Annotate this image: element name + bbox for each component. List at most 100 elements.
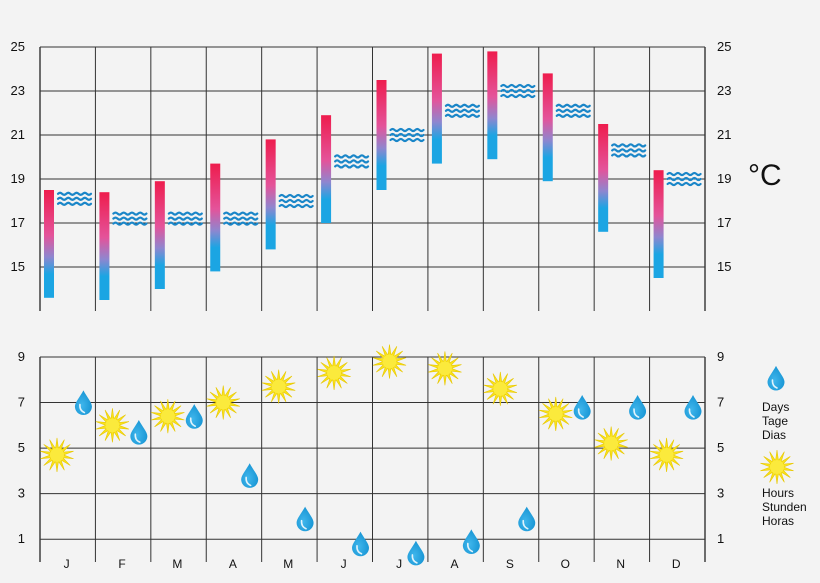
sun-icon: [261, 369, 296, 404]
rain-y-tick-right: 5: [717, 440, 724, 455]
rain-y-tick-right: 7: [717, 395, 724, 410]
legend-sun-label: Stunden: [762, 500, 807, 514]
raindrop-icon: [296, 506, 314, 532]
legend-rain-label: Dias: [762, 428, 786, 442]
rain-y-tick-left: 7: [18, 395, 25, 410]
wave-icon: [56, 191, 93, 206]
temperature-bar: [431, 53, 442, 164]
rain-y-tick-right: 1: [717, 531, 724, 546]
temp-y-tick-right: 25: [717, 39, 731, 54]
raindrop-icon: [352, 531, 369, 557]
month-label: J: [341, 557, 347, 571]
temp-y-tick-right: 17: [717, 215, 731, 230]
temperature-grid: [39, 46, 706, 311]
temp-y-tick-right: 21: [717, 127, 731, 142]
legend-sun-icon: [760, 449, 794, 485]
wave-icon: [167, 211, 203, 226]
temperature-bars: [44, 51, 664, 300]
legend-rain-label: Days: [762, 400, 789, 414]
sun-icon: [649, 437, 684, 472]
month-label: A: [229, 557, 237, 571]
month-label: D: [672, 557, 681, 571]
temperature-y-ticks-left: 15 17 19 21 23 25: [11, 39, 25, 274]
temperature-bar: [44, 190, 54, 298]
wave-icon: [112, 211, 148, 226]
month-label: F: [118, 557, 125, 571]
temp-y-tick-left: 17: [11, 215, 25, 230]
sun-icon: [317, 355, 351, 390]
month-label: A: [451, 557, 459, 571]
sea-temperature-marks: [56, 83, 702, 226]
temperature-bar: [154, 181, 165, 289]
wave-icon: [278, 193, 314, 209]
rain-y-tick-left: 3: [18, 486, 25, 501]
wave-icon: [555, 103, 591, 118]
raindrop-icon: [130, 420, 148, 445]
raindrop-icon: [573, 394, 591, 420]
wave-icon: [500, 83, 536, 99]
temperature-bar: [321, 115, 332, 223]
wave-icon: [223, 211, 259, 226]
temp-y-tick-right: 19: [717, 171, 731, 186]
temperature-y-ticks-right: 15 17 19 21 23 25: [717, 39, 731, 274]
temperature-bar: [542, 73, 553, 182]
sunshine-marks: [40, 344, 684, 472]
temp-y-tick-left: 19: [11, 171, 25, 186]
rain-y-tick-right: 3: [717, 486, 724, 501]
month-label: M: [172, 557, 182, 571]
raindrop-icon: [185, 404, 203, 429]
temp-y-tick-left: 23: [11, 83, 25, 98]
raindrop-icon: [407, 540, 425, 566]
temperature-bar: [376, 80, 387, 190]
rain-y-tick-right: 9: [717, 349, 724, 364]
month-label: M: [283, 557, 293, 571]
unit-label: °C: [748, 159, 782, 192]
wave-icon: [666, 171, 702, 187]
rain-sun-grid: [39, 356, 706, 562]
rain-y-tick-left: 5: [18, 440, 25, 455]
temp-y-tick-left: 21: [11, 127, 25, 142]
rain-day-marks: [74, 390, 702, 566]
temperature-bar: [653, 170, 664, 278]
rain-y-tick-left: 1: [18, 531, 25, 546]
legend-sun-label: Hours: [762, 486, 794, 500]
temp-y-tick-right: 15: [717, 259, 731, 274]
wave-icon: [444, 103, 481, 118]
raindrop-icon: [684, 394, 702, 420]
temperature-panel: 15 17 19 21 23 25 15 17 19 21 23 25 °C: [11, 39, 782, 311]
raindrop-icon: [241, 463, 259, 488]
sun-icon: [594, 426, 628, 461]
raindrop-icon: [518, 506, 536, 532]
sun-icon: [428, 351, 462, 386]
temperature-bar: [265, 139, 276, 250]
temp-y-tick-left: 15: [11, 259, 25, 274]
rain-sun-panel: 1 3 5 7 9 1 3 5 7 9 J F M A M J J A S O N D: [18, 344, 724, 571]
raindrop-icon: [74, 390, 92, 416]
temperature-bar: [99, 192, 110, 300]
temperature-bar: [487, 51, 498, 160]
sun-icon: [206, 385, 240, 420]
rain-sun-y-ticks-right: 1 3 5 7 9: [717, 349, 724, 546]
wave-icon: [389, 127, 425, 143]
raindrop-icon: [629, 394, 647, 420]
raindrop-icon: [462, 529, 480, 554]
month-label: O: [561, 557, 570, 571]
temperature-bar: [598, 124, 609, 232]
sun-icon: [372, 344, 407, 379]
sun-icon: [40, 437, 74, 472]
month-label: J: [64, 557, 70, 571]
legend-raindrop-icon: [767, 365, 785, 391]
wave-icon: [333, 154, 370, 169]
temp-y-tick-left: 25: [11, 39, 25, 54]
wave-icon: [611, 143, 647, 158]
legend-sun-label: Horas: [762, 514, 794, 528]
sun-icon: [151, 399, 185, 434]
temperature-bar: [210, 163, 221, 272]
temp-y-tick-right: 23: [717, 83, 731, 98]
sun-icon: [95, 408, 130, 443]
